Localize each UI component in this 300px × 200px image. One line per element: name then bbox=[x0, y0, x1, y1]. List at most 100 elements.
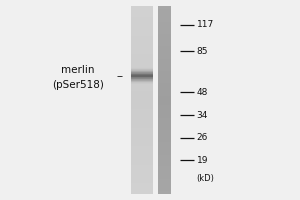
Bar bbox=[158, 15, 171, 16]
Bar bbox=[130, 34, 153, 35]
Bar bbox=[130, 114, 153, 115]
Bar bbox=[158, 116, 171, 117]
Bar bbox=[130, 57, 153, 58]
Bar bbox=[130, 121, 153, 122]
Bar bbox=[130, 77, 153, 78]
Bar bbox=[158, 39, 171, 40]
Bar bbox=[158, 117, 171, 118]
Bar bbox=[130, 173, 153, 174]
Bar bbox=[130, 19, 153, 20]
Bar bbox=[158, 25, 171, 26]
Bar bbox=[158, 113, 171, 114]
Bar bbox=[130, 181, 153, 182]
Bar bbox=[158, 83, 171, 84]
Bar bbox=[130, 52, 153, 53]
Bar bbox=[130, 179, 153, 180]
Bar bbox=[130, 176, 153, 177]
Bar bbox=[130, 89, 153, 90]
Bar bbox=[158, 168, 171, 169]
Bar bbox=[158, 28, 171, 29]
Bar bbox=[158, 84, 171, 85]
Text: 34: 34 bbox=[196, 111, 208, 120]
Bar bbox=[130, 8, 153, 9]
Bar bbox=[130, 7, 153, 8]
Bar bbox=[158, 77, 171, 78]
Bar bbox=[158, 178, 171, 179]
Bar bbox=[158, 104, 171, 105]
Bar bbox=[158, 45, 171, 46]
Bar bbox=[158, 35, 171, 36]
Bar bbox=[158, 172, 171, 173]
Bar bbox=[130, 151, 153, 152]
Bar bbox=[158, 103, 171, 104]
Bar bbox=[158, 40, 171, 41]
Bar bbox=[158, 192, 171, 193]
Bar bbox=[130, 146, 153, 147]
Bar bbox=[158, 50, 171, 51]
Bar bbox=[130, 37, 153, 38]
Bar bbox=[158, 140, 171, 141]
Bar bbox=[130, 97, 153, 98]
Bar bbox=[130, 113, 153, 114]
Bar bbox=[130, 137, 153, 138]
Bar bbox=[158, 107, 171, 108]
Bar bbox=[158, 158, 171, 159]
Bar bbox=[130, 46, 153, 47]
Bar bbox=[130, 148, 153, 149]
Bar bbox=[158, 69, 171, 70]
Bar bbox=[130, 132, 153, 133]
Bar bbox=[158, 27, 171, 28]
Bar bbox=[158, 34, 171, 35]
Bar bbox=[130, 63, 153, 64]
Bar bbox=[130, 155, 153, 156]
Bar bbox=[158, 126, 171, 127]
Bar bbox=[130, 42, 153, 43]
Bar bbox=[130, 188, 153, 189]
Bar bbox=[130, 177, 153, 178]
Bar bbox=[130, 187, 153, 188]
Bar bbox=[130, 17, 153, 18]
Bar bbox=[158, 161, 171, 162]
Bar bbox=[158, 143, 171, 144]
Bar bbox=[158, 149, 171, 150]
Bar bbox=[130, 102, 153, 103]
Bar bbox=[130, 163, 153, 164]
Bar bbox=[130, 14, 153, 15]
Bar bbox=[130, 191, 153, 192]
Bar bbox=[158, 89, 171, 90]
Bar bbox=[130, 166, 153, 167]
Bar bbox=[158, 133, 171, 134]
Bar bbox=[158, 148, 171, 149]
Bar bbox=[158, 6, 171, 7]
Bar bbox=[158, 108, 171, 109]
Bar bbox=[130, 174, 153, 175]
Bar bbox=[158, 82, 171, 83]
Bar bbox=[158, 129, 171, 130]
Bar bbox=[130, 119, 153, 120]
Bar bbox=[158, 11, 171, 12]
Bar bbox=[130, 32, 153, 33]
Bar bbox=[130, 31, 153, 32]
Bar bbox=[158, 78, 171, 79]
Bar bbox=[130, 35, 153, 36]
Bar bbox=[130, 93, 153, 94]
Text: 26: 26 bbox=[196, 133, 208, 142]
Bar bbox=[130, 87, 153, 88]
Bar bbox=[158, 55, 171, 56]
Bar bbox=[158, 92, 171, 93]
Bar bbox=[158, 30, 171, 31]
Bar bbox=[158, 68, 171, 69]
Bar bbox=[130, 106, 153, 107]
Bar bbox=[158, 94, 171, 95]
Bar bbox=[130, 189, 153, 190]
Bar bbox=[158, 62, 171, 63]
Bar bbox=[158, 66, 171, 67]
Bar bbox=[158, 193, 171, 194]
Bar bbox=[158, 18, 171, 19]
Bar bbox=[130, 86, 153, 87]
Bar bbox=[130, 41, 153, 42]
Bar bbox=[158, 42, 171, 43]
Bar bbox=[158, 74, 171, 75]
Bar bbox=[158, 177, 171, 178]
Bar bbox=[158, 170, 171, 171]
